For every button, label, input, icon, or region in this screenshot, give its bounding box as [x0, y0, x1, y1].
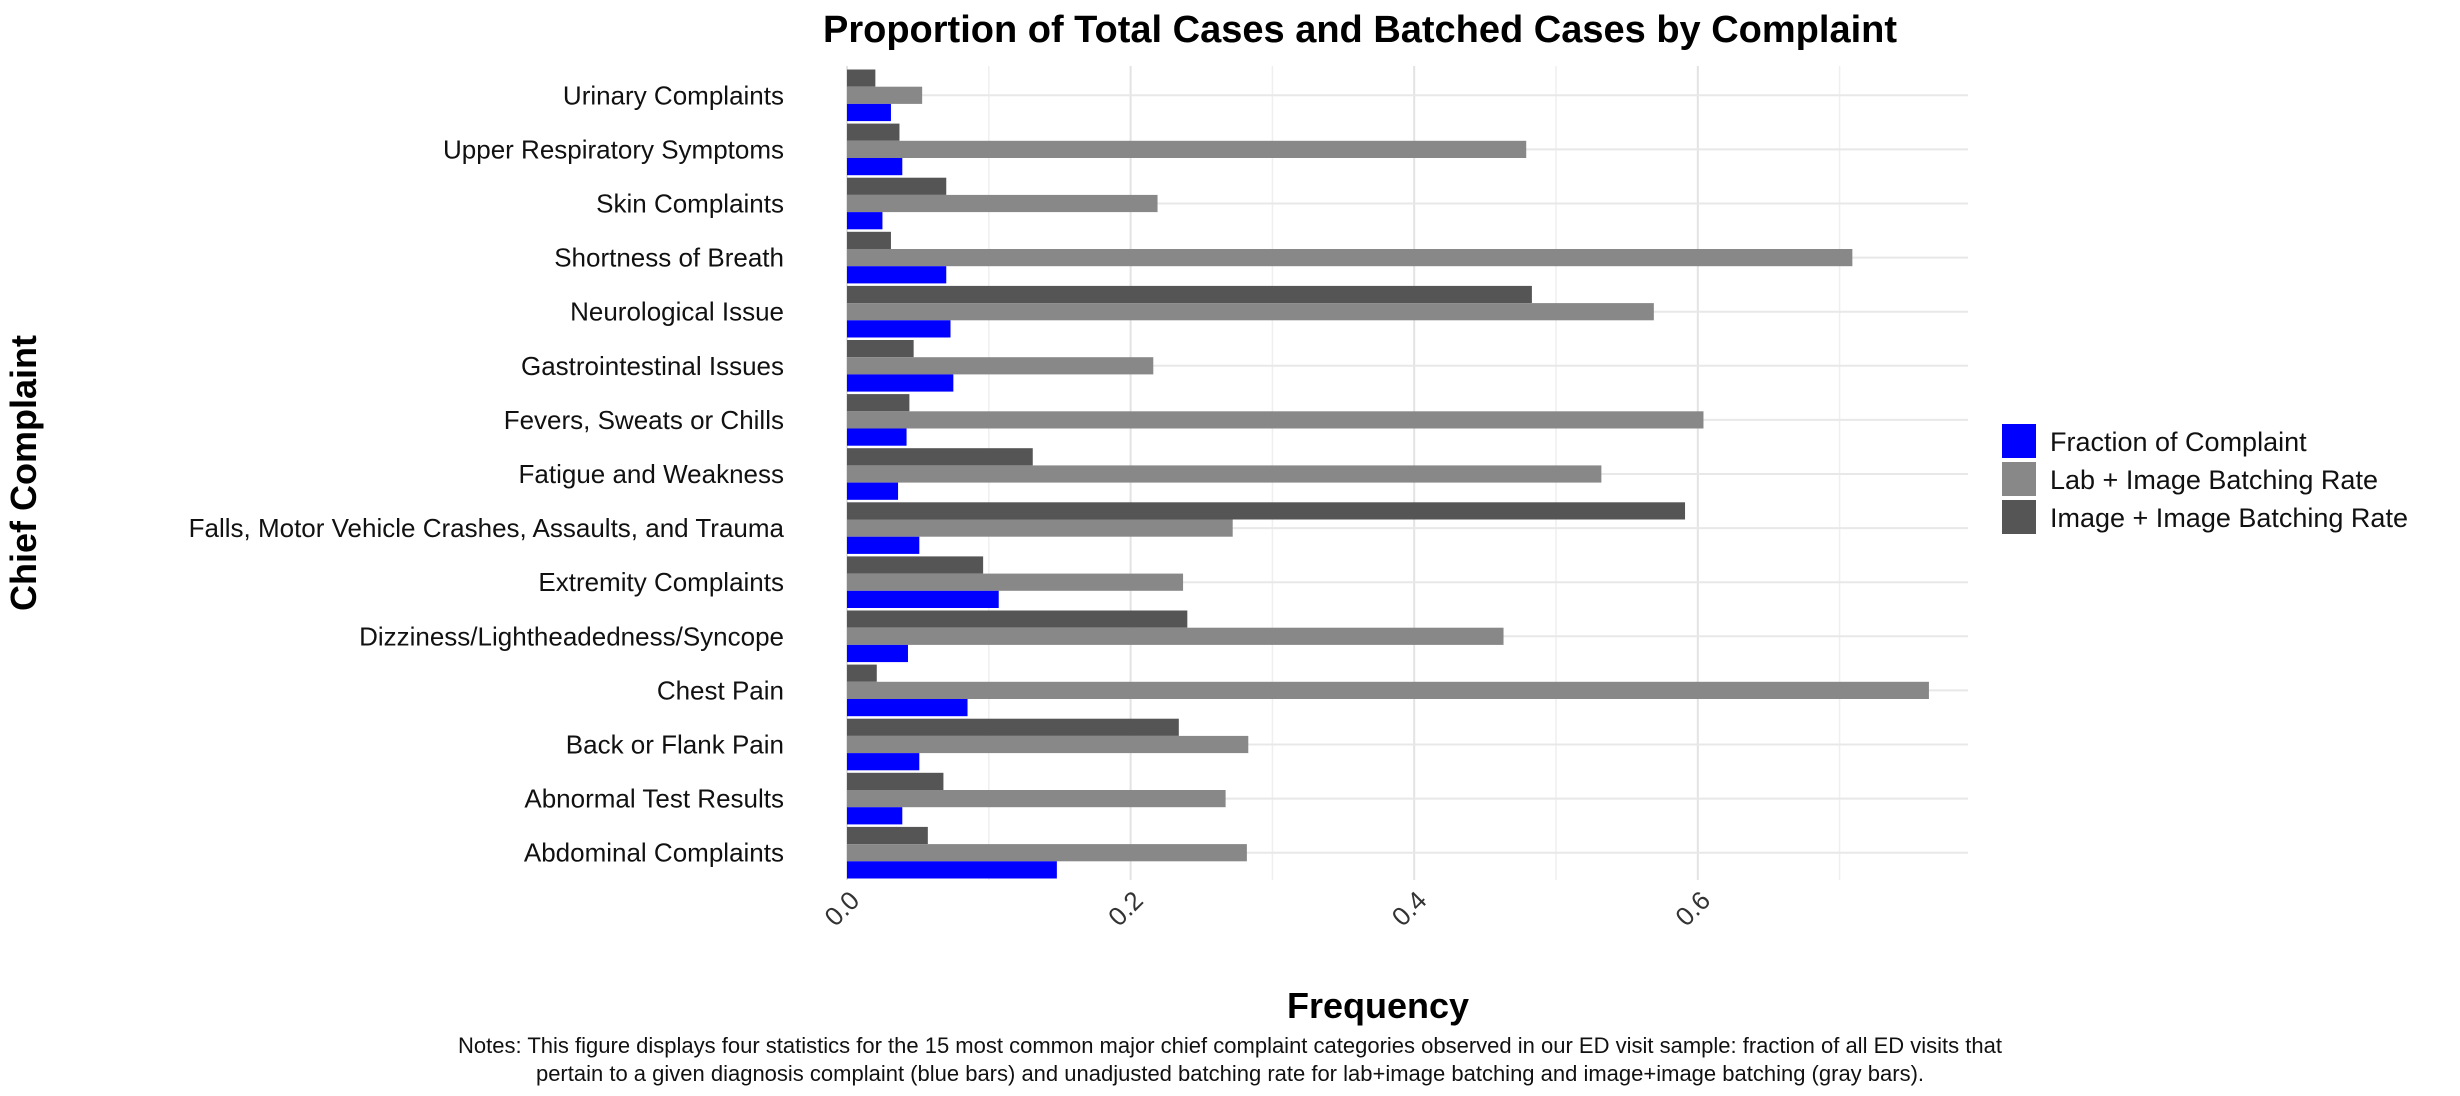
bar-image-image-batching-rate-falls-motor-vehicle-crashes-assaults-and-trauma: [847, 502, 1686, 520]
category-labels: Urinary Complaints Upper Respiratory Symp…: [189, 80, 785, 867]
bar-fraction-of-complaint-upper-respiratory-symptoms: [847, 158, 903, 176]
bar-fraction-of-complaint-shortness-of-breath: [847, 266, 947, 284]
notes-line-2: pertain to a given diagnosis complaint (…: [535, 1061, 1925, 1086]
bar-lab-image-batching-rate-neurological-issue: [847, 303, 1654, 321]
bar-fraction-of-complaint-chest-pain: [847, 699, 968, 717]
notes-line-1: Notes: This figure displays four statist…: [458, 1033, 2002, 1058]
category-label-dizziness-lightheadedness-syncope: Dizziness/Lightheadedness/Syncope: [359, 621, 784, 651]
bar-image-image-batching-rate-chest-pain: [847, 664, 877, 682]
category-label-urinary-complaints: Urinary Complaints: [563, 80, 784, 110]
category-label-chest-pain: Chest Pain: [657, 675, 784, 705]
legend-label-image-image-batching-rate: Image + Image Batching Rate: [2050, 503, 2408, 533]
bar-lab-image-batching-rate-fatigue-and-weakness: [847, 465, 1602, 483]
bar-image-image-batching-rate-back-or-flank-pain: [847, 718, 1179, 736]
bar-lab-image-batching-rate-skin-complaints: [847, 194, 1158, 213]
legend-swatch-fraction-of-complaint: [2002, 424, 2036, 458]
category-label-fatigue-and-weakness: Fatigue and Weakness: [519, 459, 784, 489]
category-label-fevers-sweats-or-chills: Fevers, Sweats or Chills: [504, 405, 784, 435]
bar-lab-image-batching-rate-abdominal-complaints: [847, 844, 1247, 862]
bar-fraction-of-complaint-falls-motor-vehicle-crashes-assaults-and-trauma: [847, 536, 920, 554]
bar-image-image-batching-rate-neurological-issue: [847, 285, 1532, 304]
bar-fraction-of-complaint-fevers-sweats-or-chills: [847, 428, 907, 446]
bar-lab-image-batching-rate-abnormal-test-results: [847, 790, 1226, 808]
bar-lab-image-batching-rate-chest-pain: [847, 681, 1929, 699]
bar-image-image-batching-rate-fevers-sweats-or-chills: [847, 394, 910, 412]
bar-lab-image-batching-rate-dizziness-lightheadedness-syncope: [847, 627, 1504, 645]
chart-title: Proportion of Total Cases and Batched Ca…: [823, 9, 1897, 51]
bar-lab-image-batching-rate-fevers-sweats-or-chills: [847, 411, 1704, 429]
x-tick-label: 0.4: [1386, 885, 1433, 932]
bar-fraction-of-complaint-skin-complaints: [847, 212, 883, 230]
bar-fraction-of-complaint-urinary-complaints: [847, 103, 891, 122]
category-label-shortness-of-breath: Shortness of Breath: [554, 243, 784, 273]
legend-swatch-image-image-batching-rate: [2002, 500, 2036, 534]
x-tick-label: 0.2: [1102, 885, 1149, 932]
legend-swatch-lab-image-batching-rate: [2002, 462, 2036, 496]
y-axis-title: Chief Complaint: [3, 335, 44, 611]
bar-lab-image-batching-rate-shortness-of-breath: [847, 249, 1853, 267]
bar-image-image-batching-rate-abdominal-complaints: [847, 826, 928, 845]
legend-label-fraction-of-complaint: Fraction of Complaint: [2050, 427, 2307, 457]
legend: Fraction of Complaint Lab + Image Batchin…: [2002, 424, 2408, 534]
category-label-extremity-complaints: Extremity Complaints: [538, 567, 784, 597]
bar-fraction-of-complaint-neurological-issue: [847, 320, 951, 338]
category-label-gastrointestinal-issues: Gastrointestinal Issues: [521, 351, 784, 381]
bar-lab-image-batching-rate-back-or-flank-pain: [847, 735, 1249, 754]
x-tick-labels: 0.0 0.2 0.4 0.6: [818, 885, 1716, 932]
bar-image-image-batching-rate-extremity-complaints: [847, 556, 984, 574]
category-label-back-or-flank-pain: Back or Flank Pain: [566, 730, 784, 760]
bar-fraction-of-complaint-dizziness-lightheadedness-syncope: [847, 644, 908, 663]
bar-fraction-of-complaint-fatigue-and-weakness: [847, 482, 899, 500]
bar-lab-image-batching-rate-falls-motor-vehicle-crashes-assaults-and-trauma: [847, 519, 1233, 537]
bar-fraction-of-complaint-gastrointestinal-issues: [847, 374, 954, 392]
category-label-falls-motor-vehicle-crashes-assaults-and-trauma: Falls, Motor Vehicle Crashes, Assaults, …: [189, 513, 785, 543]
bar-image-image-batching-rate-dizziness-lightheadedness-syncope: [847, 610, 1188, 628]
bar-lab-image-batching-rate-extremity-complaints: [847, 573, 1184, 591]
category-label-abdominal-complaints: Abdominal Complaints: [524, 838, 784, 868]
category-label-skin-complaints: Skin Complaints: [596, 189, 784, 219]
category-label-abnormal-test-results: Abnormal Test Results: [524, 784, 784, 814]
bar-image-image-batching-rate-gastrointestinal-issues: [847, 340, 914, 358]
bar-lab-image-batching-rate-upper-respiratory-symptoms: [847, 140, 1527, 158]
bar-fraction-of-complaint-back-or-flank-pain: [847, 753, 920, 771]
bar-fraction-of-complaint-abdominal-complaints: [847, 861, 1057, 879]
figure-notes: Notes: This figure displays four statist…: [0, 1032, 2460, 1088]
bar-image-image-batching-rate-abnormal-test-results: [847, 772, 944, 790]
bar-lab-image-batching-rate-urinary-complaints: [847, 86, 923, 104]
bar-image-image-batching-rate-urinary-complaints: [847, 69, 876, 87]
legend-label-lab-image-batching-rate: Lab + Image Batching Rate: [2050, 465, 2378, 495]
bar-image-image-batching-rate-skin-complaints: [847, 177, 947, 195]
bars: [847, 69, 1929, 879]
bar-image-image-batching-rate-fatigue-and-weakness: [847, 448, 1033, 466]
x-axis-title: Frequency: [1287, 985, 1469, 1026]
bar-fraction-of-complaint-extremity-complaints: [847, 590, 999, 608]
x-tick-label: 0.6: [1669, 885, 1716, 932]
bar-image-image-batching-rate-upper-respiratory-symptoms: [847, 123, 900, 141]
category-label-upper-respiratory-symptoms: Upper Respiratory Symptoms: [443, 134, 784, 164]
bar-image-image-batching-rate-shortness-of-breath: [847, 231, 891, 249]
category-label-neurological-issue: Neurological Issue: [570, 297, 784, 327]
bar-fraction-of-complaint-abnormal-test-results: [847, 807, 903, 825]
bar-lab-image-batching-rate-gastrointestinal-issues: [847, 357, 1154, 375]
x-tick-label: 0.0: [818, 885, 865, 932]
